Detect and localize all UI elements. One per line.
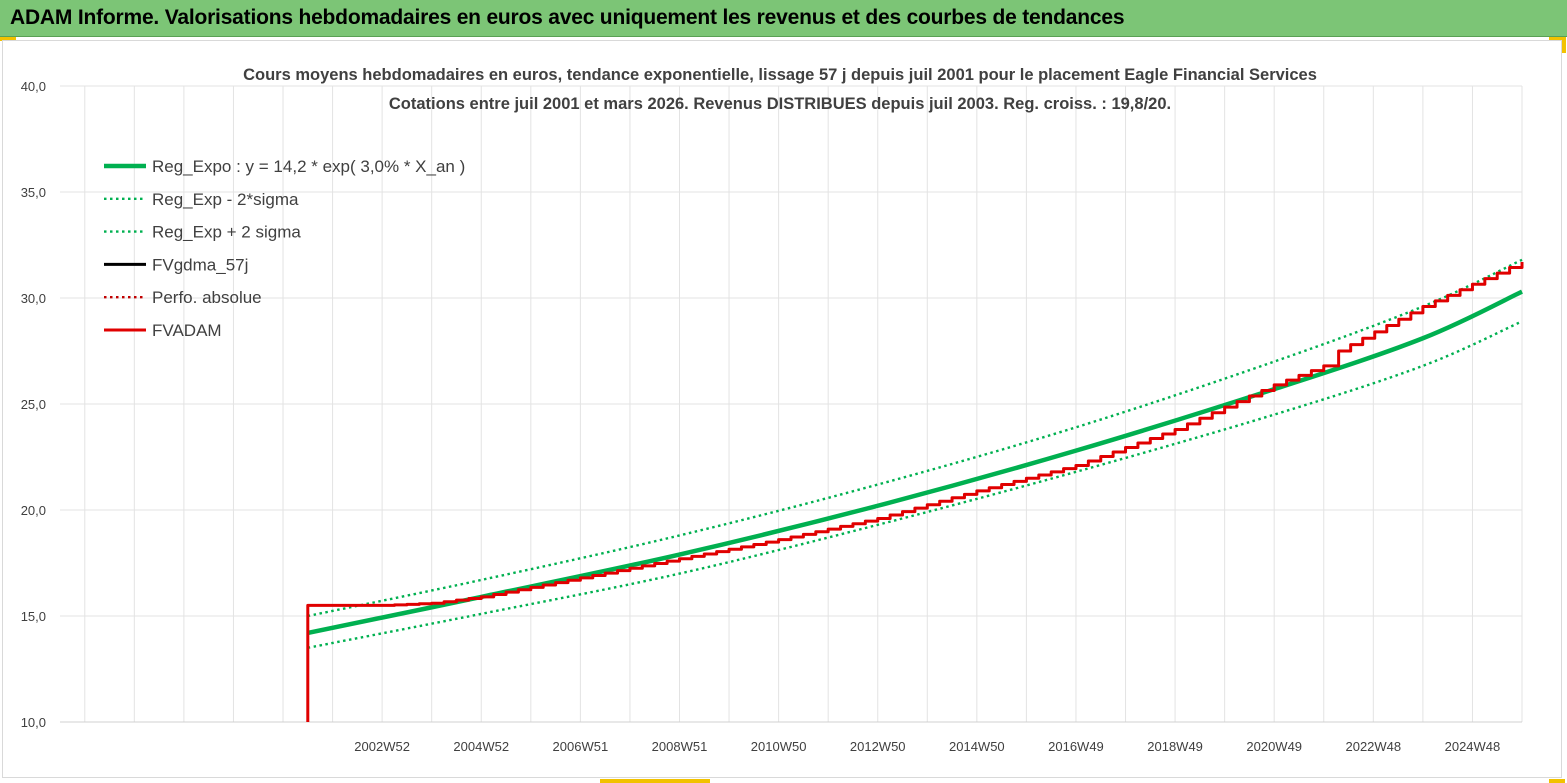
- x-tick-label: 2010W50: [751, 739, 807, 754]
- y-tick-label: 35,0: [21, 185, 46, 200]
- chart-title-line1: Cours moyens hebdomadaires en euros, ten…: [243, 66, 1317, 84]
- legend-label: Reg_Expo : y = 14,2 * exp( 3,0% * X_an ): [152, 157, 465, 176]
- corner-accent-top-left: [0, 37, 16, 41]
- corner-accent-top-right: [1549, 37, 1565, 41]
- corner-accent-bottom: [600, 779, 710, 783]
- legend-label: FVADAM: [152, 321, 222, 340]
- y-tick-label: 40,0: [21, 79, 46, 94]
- y-axis: 10,0 15,0 20,0 25,0 30,0 35,0 40,0: [21, 79, 46, 730]
- x-tick-label: 2020W49: [1246, 739, 1302, 754]
- x-tick-label: 2014W50: [949, 739, 1005, 754]
- report-header: ADAM Informe. Valorisations hebdomadaire…: [0, 0, 1567, 37]
- series-line: [307, 258, 1523, 618]
- y-tick-label: 15,0: [21, 609, 46, 624]
- x-tick-label: 2024W48: [1445, 739, 1501, 754]
- x-tick-label: 2022W48: [1345, 739, 1401, 754]
- x-tick-label: 2018W49: [1147, 739, 1203, 754]
- legend-label: Reg_Exp - 2*sigma: [152, 190, 299, 209]
- corner-accent-right: [1562, 37, 1566, 53]
- corner-accent-bottom-right: [1549, 779, 1565, 783]
- legend-label: Perfo. absolue: [152, 288, 262, 307]
- y-tick-label: 30,0: [21, 291, 46, 306]
- x-tick-label: 2008W51: [652, 739, 708, 754]
- series-line: [307, 320, 1523, 649]
- chart-frame: [2, 40, 1562, 778]
- x-tick-label: 2016W49: [1048, 739, 1104, 754]
- y-tick-label: 20,0: [21, 503, 46, 518]
- x-tick-label: 2006W51: [553, 739, 609, 754]
- x-tick-label: 2004W52: [453, 739, 509, 754]
- report-title: ADAM Informe. Valorisations hebdomadaire…: [10, 6, 1125, 29]
- x-axis: 2002W52 2004W52 2006W51 2008W51 2010W50 2012W…: [354, 739, 1500, 754]
- legend-label: Reg_Exp + 2 sigma: [152, 223, 301, 242]
- y-tick-label: 25,0: [21, 397, 46, 412]
- x-tick-label: 2012W50: [850, 739, 906, 754]
- chart-series: [306, 258, 1524, 722]
- legend-label: FVgdma_57j: [152, 255, 248, 274]
- chart-legend: Reg_Expo : y = 14,2 * exp( 3,0% * X_an )…: [104, 157, 465, 340]
- chart-grid: [60, 85, 1523, 723]
- series-line: [306, 261, 1524, 722]
- x-tick-label: 2002W52: [354, 739, 410, 754]
- series-line: [307, 289, 1523, 636]
- chart-title-line2: Cotations entre juil 2001 et mars 2026. …: [389, 95, 1171, 113]
- y-tick-label: 10,0: [21, 715, 46, 730]
